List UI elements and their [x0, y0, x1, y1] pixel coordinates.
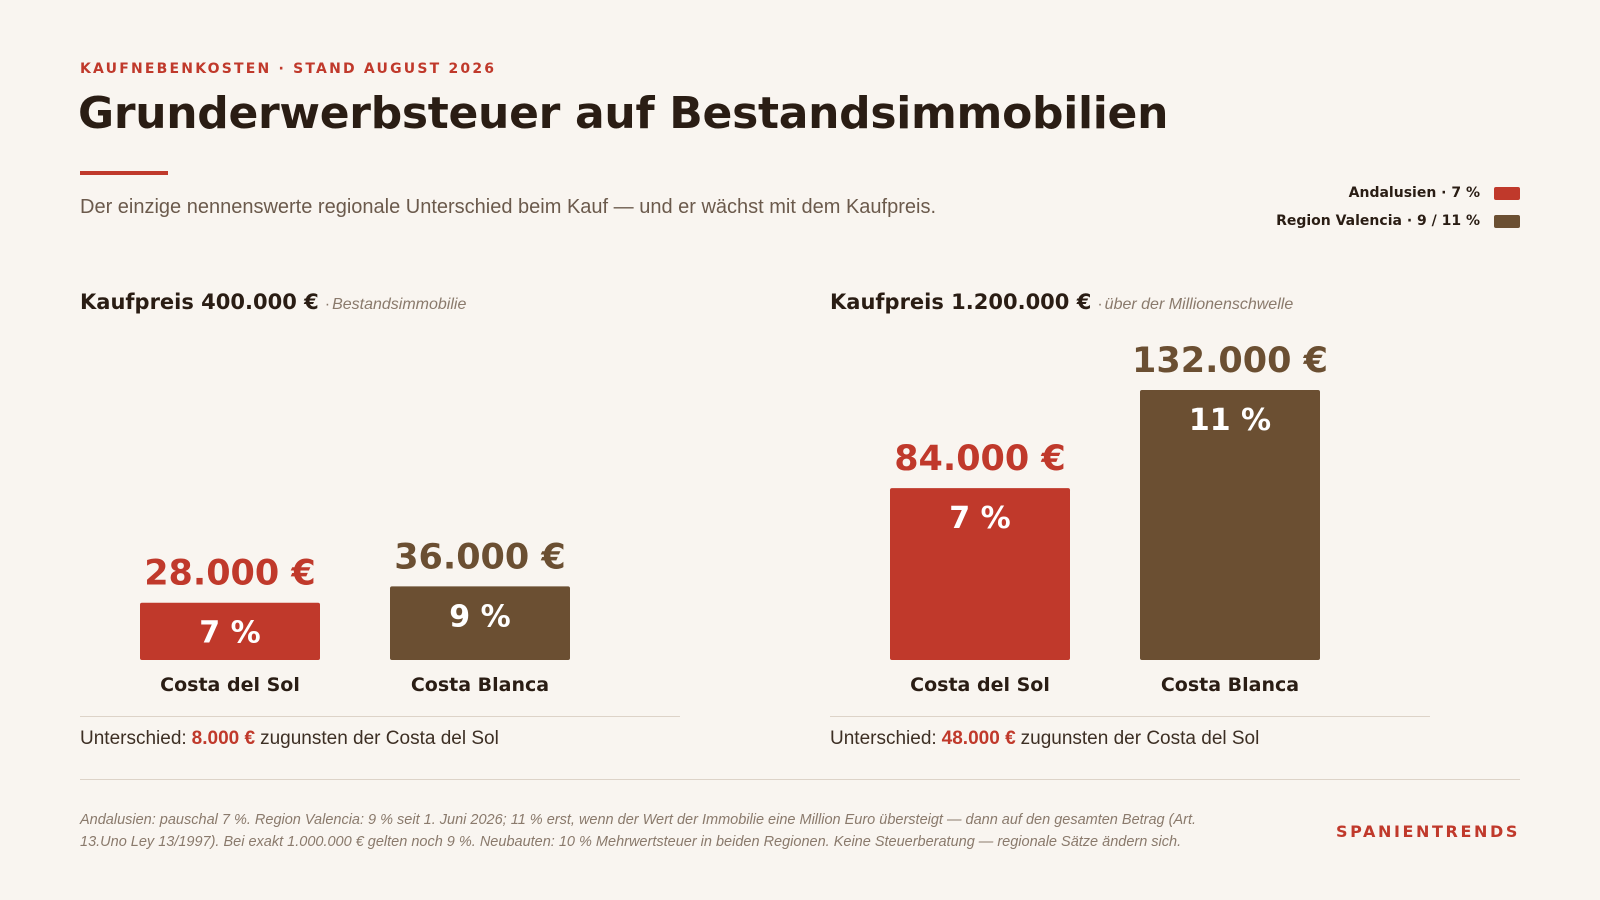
- panel-rule: [830, 716, 1430, 717]
- category-label: Costa Blanca: [1161, 674, 1299, 696]
- panel-title-note: über der Millionenschwelle: [1104, 296, 1294, 313]
- bar-percent-label: 7 %: [199, 616, 260, 651]
- kicker: KAUFNEBENKOSTEN · STAND AUGUST 2026: [80, 61, 497, 77]
- legend-swatch: [1494, 186, 1520, 200]
- bar-value-label: 84.000 €: [894, 439, 1066, 479]
- bar-percent-label: 11 %: [1189, 403, 1271, 438]
- difference-value: 8.000 €: [191, 728, 256, 749]
- panel-title-main: Kaufpreis 400.000 €: [80, 290, 319, 314]
- legend-item-andalusien: Andalusien · 7 %: [1276, 183, 1520, 203]
- bar-costa-blanca: [1140, 390, 1320, 660]
- difference-suffix: zugunsten der Costa del Sol: [1020, 728, 1260, 749]
- panel-title: Kaufpreis 400.000 € · Bestandsimmobilie: [80, 290, 466, 314]
- panel-rule: [80, 716, 680, 717]
- title-separator: ·: [1097, 296, 1103, 313]
- title-separator: ·: [324, 296, 331, 313]
- legend-item-valencia: Region Valencia · 9 / 11 %: [1276, 211, 1520, 231]
- difference-prefix: Unterschied:: [80, 728, 187, 749]
- brand-logo: SPANIENTRENDS: [1336, 822, 1520, 841]
- bar-costa-del-sol: [890, 488, 1070, 660]
- difference-text: Unterschied: 8.000 € zugunsten der Costa d…: [80, 728, 499, 750]
- bar-percent-label: 7 %: [949, 501, 1010, 536]
- difference-suffix: zugunsten der Costa del Sol: [260, 728, 499, 749]
- bar-value-label: 132.000 €: [1132, 341, 1328, 381]
- legend-label: Region Valencia · 9 / 11 %: [1276, 213, 1480, 229]
- page-title: Grunderwerbsteuer auf Bestandsimmobilien: [78, 88, 1169, 139]
- footer-rule: [80, 779, 1520, 780]
- subtitle: Der einzige nennenswerte regionale Unter…: [80, 196, 936, 218]
- category-label: Costa Blanca: [411, 674, 549, 696]
- legend: Andalusien · 7 % Region Valencia · 9 / 1…: [1276, 183, 1520, 239]
- title-rule: [80, 171, 168, 175]
- footnote: Andalusien: pauschal 7 %. Region Valenci…: [80, 812, 1197, 850]
- bar-value-label: 36.000 €: [394, 537, 566, 577]
- panel-title-note: Bestandsimmobilie: [332, 296, 467, 313]
- difference-prefix: Unterschied:: [830, 728, 937, 749]
- difference-text: Unterschied: 48.000 € zugunsten der Costa …: [830, 728, 1259, 750]
- bar-chart: 7 % 28.000 € Costa del Sol 9 % 36.000 € Costa…: [140, 537, 570, 696]
- panel-title: Kaufpreis 1.200.000 € · über der Millionen…: [830, 290, 1293, 314]
- difference-value: 48.000 €: [941, 728, 1016, 749]
- category-label: Costa del Sol: [160, 674, 300, 696]
- panel-1200k: 7 % 84.000 € Costa del Sol 11 % 132.000 € Cos…: [830, 290, 1430, 750]
- legend-swatch: [1494, 214, 1520, 228]
- legend-label: Andalusien · 7 %: [1348, 185, 1480, 201]
- bar-percent-label: 9 %: [449, 599, 510, 634]
- panel-400k: 7 % 28.000 € Costa del Sol 9 % 36.000 € Costa…: [80, 290, 680, 750]
- bar-chart: 7 % 84.000 € Costa del Sol 11 % 132.000 € Cos…: [890, 341, 1328, 696]
- bar-costa-blanca: [390, 586, 570, 660]
- panel-title-main: Kaufpreis 1.200.000 €: [830, 290, 1092, 314]
- category-label: Costa del Sol: [910, 674, 1050, 696]
- bar-value-label: 28.000 €: [144, 554, 316, 594]
- bar-costa-del-sol: [140, 602, 320, 660]
